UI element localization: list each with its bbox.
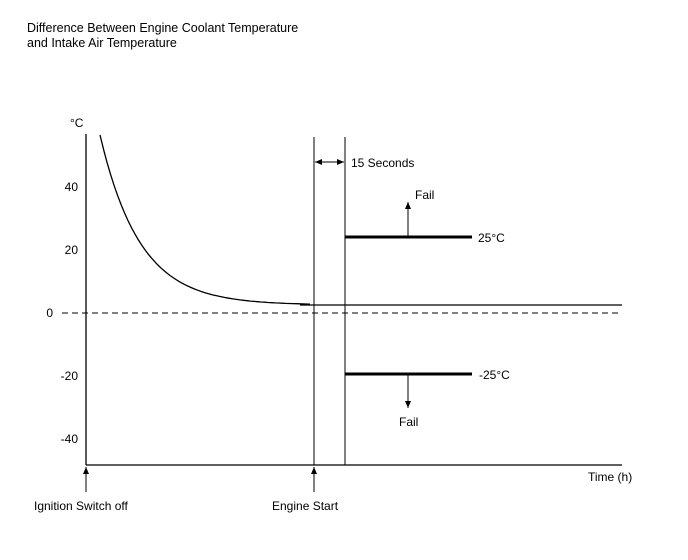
chart-title-line-1: Difference Between Engine Coolant Temper…	[27, 21, 299, 35]
chart-title: Difference Between Engine Coolant Temper…	[27, 21, 298, 51]
y-tick-label: 0	[46, 306, 53, 320]
upper-fail-label: Fail	[415, 188, 434, 202]
engine-start-label: Engine Start	[272, 499, 339, 513]
y-ticks: 40 20 0 -20 -40	[46, 180, 78, 446]
y-tick-label: -20	[61, 369, 79, 383]
lower-threshold-label: -25°C	[479, 368, 510, 382]
y-tick-label: 40	[65, 180, 79, 194]
y-axis-unit: °C	[70, 116, 84, 130]
x-axis-label: Time (h)	[588, 470, 632, 484]
ignition-off-label: Ignition Switch off	[34, 499, 128, 513]
lower-fail-label: Fail	[399, 415, 418, 429]
y-tick-label: 20	[65, 243, 79, 257]
chart-title-line-2: and Intake Air Temperature	[27, 36, 177, 50]
temperature-difference-curve	[99, 134, 311, 305]
interval-label: 15 Seconds	[351, 156, 414, 170]
upper-threshold-label: 25°C	[478, 231, 505, 245]
y-tick-label: -40	[61, 432, 79, 446]
